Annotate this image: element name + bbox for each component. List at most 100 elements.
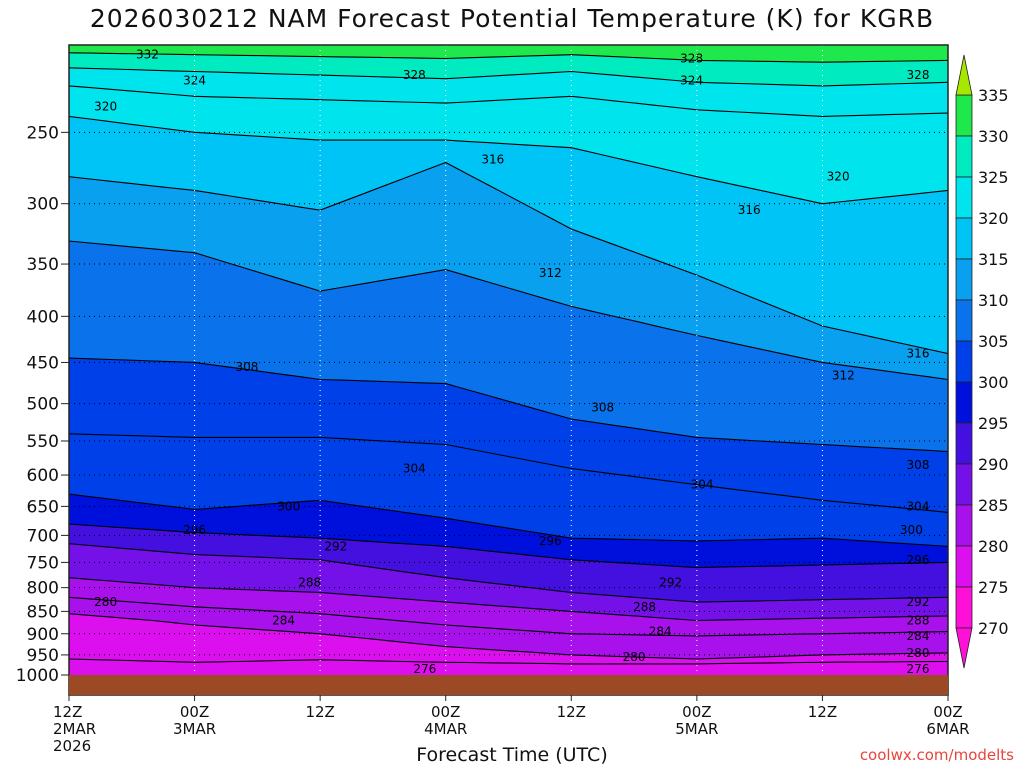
contour-label: 308 (907, 458, 930, 472)
contour-label: 328 (403, 68, 426, 82)
contour-label: 288 (633, 600, 656, 614)
contour-label: 312 (539, 266, 562, 280)
contour-line-316 (69, 161, 948, 355)
contour-label: 292 (659, 576, 682, 590)
grid-lines (69, 45, 948, 675)
colorbar-tick-label: 310 (978, 291, 1009, 310)
contour-label: 328 (907, 68, 930, 82)
colorbar-top-arrow (955, 54, 973, 96)
contour-line-304 (69, 433, 948, 513)
contour-label: 284 (907, 629, 930, 643)
y-tick-label: 950 (27, 646, 59, 666)
x-tick-label: 00Z (682, 703, 711, 721)
contour-line-308 (69, 357, 948, 453)
colorbar-box (955, 381, 973, 424)
contour-label: 292 (324, 539, 347, 553)
y-tick-label: 900 (27, 625, 59, 645)
x-axis-title: Forecast Time (UTC) (416, 744, 608, 766)
contour-label: 280 (623, 650, 646, 664)
x-tick-label: 6MAR (926, 720, 969, 738)
colorbar-box (955, 340, 973, 383)
contour-line-324 (69, 85, 948, 117)
contour-label: 332 (136, 48, 159, 62)
contour-label: 296 (907, 553, 930, 567)
contour-label: 288 (907, 613, 930, 627)
y-tick-label: 500 (27, 395, 59, 415)
contour-line-284 (69, 596, 948, 637)
contour-label: 284 (649, 625, 672, 639)
chart-title: 2026030212 NAM Forecast Potential Temper… (89, 4, 935, 33)
colorbar-box (955, 94, 973, 137)
contour-label: 304 (403, 461, 426, 475)
contour-label: 320 (827, 170, 850, 184)
colorbar-tick-label: 315 (978, 250, 1009, 269)
colorbar-box (955, 422, 973, 465)
contour-line-296 (69, 523, 948, 569)
y-tick-label: 700 (27, 526, 59, 546)
contour-label: 288 (298, 576, 321, 590)
colorbar-tick-label: 275 (978, 578, 1009, 597)
contour-label: 316 (738, 203, 761, 217)
y-tick-label: 850 (27, 602, 59, 622)
contour-label: 296 (183, 523, 206, 537)
contour-label: 308 (235, 360, 258, 374)
contour-label: 276 (413, 662, 436, 676)
colorbar: 335 330 325 320 315 310 305 300 295 290 285 280 275 2… (955, 54, 1009, 669)
contour-line-292 (69, 543, 948, 603)
contour-label: 292 (907, 595, 930, 609)
contour-label: 280 (907, 646, 930, 660)
colorbar-box (955, 463, 973, 506)
colorbar-box (955, 258, 973, 301)
contour-line-276 (69, 658, 948, 665)
x-tick-label: 4MAR (424, 720, 467, 738)
colorbar-tick-label: 280 (978, 537, 1009, 556)
contour-label: 300 (277, 499, 300, 513)
colorbar-tick-label: 305 (978, 332, 1009, 351)
contour-line-300 (69, 493, 948, 547)
y-tick-label: 350 (27, 255, 59, 275)
x-tick-label: 2MAR (53, 720, 96, 738)
temperature-field (69, 45, 948, 675)
y-tick-label: 400 (27, 307, 59, 327)
contour-label: 316 (907, 347, 930, 361)
colorbar-tick-label: 325 (978, 168, 1009, 187)
contour-label: 284 (272, 613, 295, 627)
x-tick-label: 00Z (180, 703, 209, 721)
colorbar-tick-label: 290 (978, 455, 1009, 474)
colorbar-box (955, 504, 973, 547)
y-tick-label: 300 (27, 195, 59, 215)
x-tick-label: 2026 (53, 737, 91, 755)
colorbar-tick-label: 295 (978, 414, 1009, 433)
y-tick-label: 1000 (16, 666, 59, 686)
colorbar-box (955, 135, 973, 178)
colorbar-box (955, 545, 973, 588)
field-band (69, 45, 948, 63)
pressure-axis: 250 300 350 400 450 500 550 600 650 700 750 800 850 9… (16, 123, 69, 686)
isentrope-lines (69, 52, 948, 665)
colorbar-tick-label: 330 (978, 127, 1009, 146)
contour-label: 328 (680, 51, 703, 65)
y-tick-label: 600 (27, 466, 59, 486)
x-tick-label: 5MAR (675, 720, 718, 738)
contour-line-332 (69, 52, 948, 63)
contour-label: 312 (832, 368, 855, 382)
contour-label: 296 (539, 534, 562, 548)
x-tick-label: 12Z (557, 703, 586, 721)
x-tick-label: 00Z (431, 703, 460, 721)
colorbar-box (955, 217, 973, 260)
ground-band (69, 675, 948, 695)
contour-label: 300 (900, 523, 923, 537)
contour-line-280 (69, 613, 948, 660)
contour-line-288 (69, 577, 948, 622)
site-credit: coolwx.com/modelts (859, 746, 1014, 764)
contour-label: 304 (691, 478, 714, 492)
colorbar-box (955, 586, 973, 629)
contour-label: 276 (907, 662, 930, 676)
y-tick-label: 650 (27, 497, 59, 517)
x-tick-label: 12Z (305, 703, 334, 721)
colorbar-tick-label: 285 (978, 496, 1009, 515)
x-tick-label: 3MAR (173, 720, 216, 738)
